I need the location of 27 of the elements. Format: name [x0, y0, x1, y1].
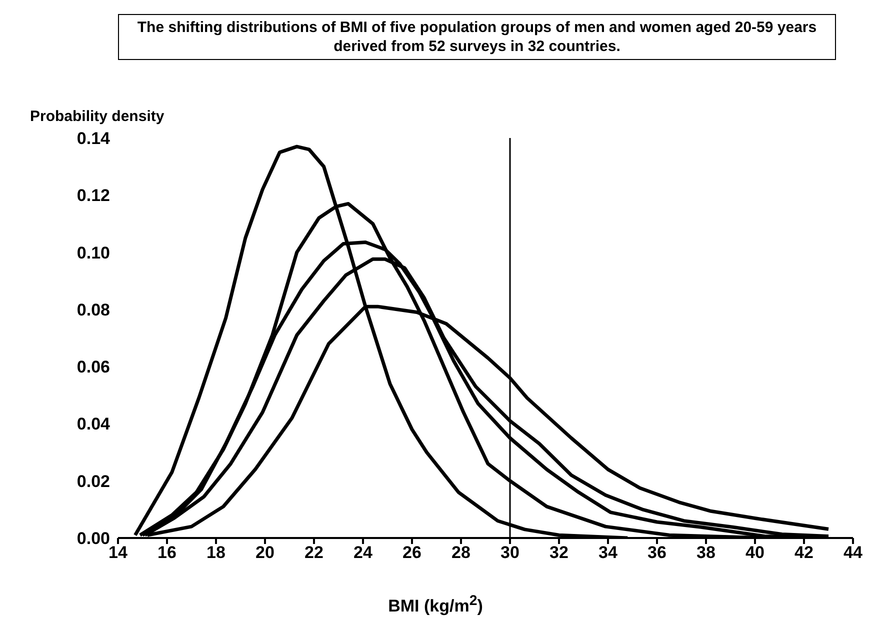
x-tick-label: 42 [794, 543, 814, 562]
x-tick-label: 30 [500, 543, 520, 562]
y-tick-label: 0.04 [76, 414, 111, 434]
x-tick-label: 28 [452, 543, 470, 562]
y-tick-label: 0.00 [76, 529, 110, 548]
x-tick-label: 38 [696, 543, 716, 562]
y-axis-title: Probability density [30, 108, 164, 125]
x-tick-label: 32 [550, 543, 568, 562]
y-tick-label: 0.10 [76, 243, 110, 262]
x-tick-label: 44 [844, 543, 863, 562]
x-tick-label: 22 [304, 543, 324, 562]
y-tick-label: 0.12 [76, 186, 110, 206]
x-tick-label: 16 [158, 543, 176, 562]
x-tick-label: 18 [206, 543, 226, 562]
x-axis-title: BMI (kg/m$^{2}$) [387, 593, 484, 617]
x-tick-label: 20 [256, 543, 274, 562]
y-tick-label: 0.14 [76, 129, 111, 148]
y-tick-label: 0.06 [76, 358, 110, 377]
x-tick-label: 26 [402, 543, 422, 562]
y-tick-label: 0.08 [76, 300, 110, 320]
x-tick-label: 14 [108, 543, 128, 562]
chart-title: The shifting distributions of BMI of five population groups of men and women aged 20-59 years derived from 52 surveys in 32 countries. [118, 14, 836, 60]
x-tick-label: 36 [648, 543, 666, 562]
x-tick-label: 40 [746, 543, 764, 562]
x-tick-label: 24 [354, 543, 373, 562]
y-tick-label: 0.02 [76, 472, 110, 491]
x-tick-label: 34 [598, 543, 618, 562]
